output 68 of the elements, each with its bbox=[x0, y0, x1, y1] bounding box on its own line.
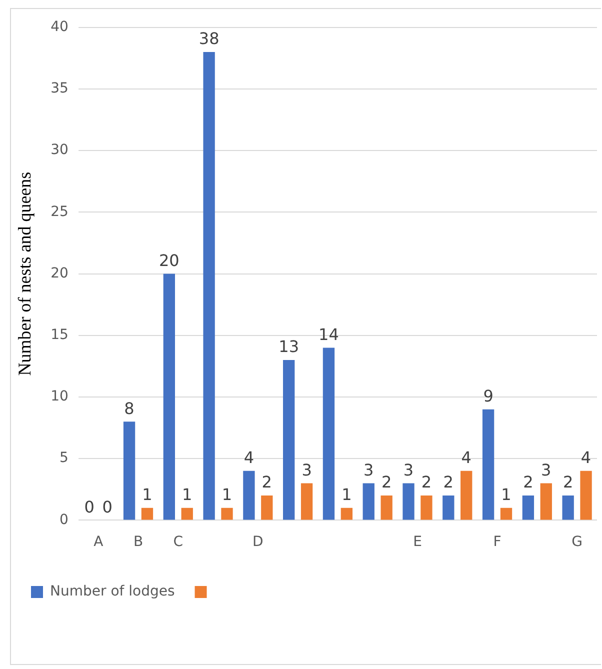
bar bbox=[420, 496, 432, 520]
data-label: 0 bbox=[102, 497, 112, 516]
data-label: 20 bbox=[158, 250, 180, 270]
data-label: 1 bbox=[501, 485, 512, 504]
data-label: 3 bbox=[403, 460, 414, 480]
y-tick-label: 0 bbox=[59, 512, 68, 528]
data-label: 4 bbox=[244, 448, 254, 468]
y-tick-label: 30 bbox=[50, 142, 68, 158]
bar bbox=[540, 483, 552, 520]
bar bbox=[283, 360, 295, 520]
data-label: 8 bbox=[124, 398, 134, 418]
x-tick-label: D bbox=[252, 534, 264, 550]
bar bbox=[482, 409, 494, 520]
x-tick-label: C bbox=[173, 534, 184, 550]
data-label: 3 bbox=[364, 460, 374, 480]
data-label: 1 bbox=[142, 485, 152, 504]
x-tick-label: F bbox=[493, 534, 502, 550]
data-label: 38 bbox=[198, 29, 220, 48]
data-label: 14 bbox=[318, 324, 339, 344]
y-tick-label: 15 bbox=[50, 327, 68, 344]
x-tick-label: E bbox=[413, 534, 422, 550]
data-label: 2 bbox=[562, 472, 574, 492]
y-axis-title: Number of nests and queens bbox=[14, 172, 35, 376]
bar bbox=[562, 496, 574, 520]
data-label: 2 bbox=[381, 472, 392, 492]
bar bbox=[203, 52, 215, 520]
x-tick-label: A bbox=[94, 534, 104, 550]
data-label: 4 bbox=[580, 448, 592, 468]
bar bbox=[300, 483, 313, 520]
data-label: 2 bbox=[421, 472, 432, 492]
bar bbox=[500, 508, 512, 520]
data-label: 2 bbox=[262, 472, 272, 492]
bar bbox=[123, 422, 136, 520]
data-label: 3 bbox=[302, 460, 312, 480]
bar bbox=[340, 508, 353, 520]
data-label: 1 bbox=[342, 485, 352, 504]
y-tick-label: 10 bbox=[50, 388, 68, 405]
data-label: 1 bbox=[182, 485, 192, 504]
data-label: 13 bbox=[278, 337, 300, 356]
data-label: 0 bbox=[84, 497, 94, 516]
bar bbox=[141, 508, 154, 520]
data-label: 3 bbox=[541, 460, 552, 480]
bar bbox=[442, 496, 454, 520]
bar bbox=[322, 348, 335, 520]
bar bbox=[402, 483, 414, 520]
y-tick-label: 5 bbox=[59, 450, 68, 466]
y-tick-label: 20 bbox=[50, 265, 68, 282]
y-tick-label: 40 bbox=[50, 19, 68, 36]
bar bbox=[261, 496, 273, 520]
data-label: 4 bbox=[461, 448, 472, 468]
bar bbox=[163, 274, 175, 520]
bar bbox=[181, 508, 193, 520]
data-label: 2 bbox=[443, 472, 454, 492]
bar bbox=[522, 496, 534, 520]
legend-label: Number of lodges bbox=[50, 584, 175, 600]
x-tick-label: G bbox=[572, 534, 582, 550]
data-label: 1 bbox=[222, 485, 232, 504]
bar bbox=[380, 496, 392, 520]
bar bbox=[580, 470, 592, 520]
bar bbox=[460, 470, 472, 520]
bar bbox=[243, 470, 255, 520]
data-label: 2 bbox=[523, 472, 534, 492]
data-label: 9 bbox=[483, 386, 494, 406]
bar bbox=[221, 508, 233, 520]
y-tick-label: 25 bbox=[50, 204, 68, 220]
x-tick-label: B bbox=[133, 534, 144, 550]
bar bbox=[362, 483, 374, 520]
y-tick-label: 35 bbox=[50, 80, 68, 97]
